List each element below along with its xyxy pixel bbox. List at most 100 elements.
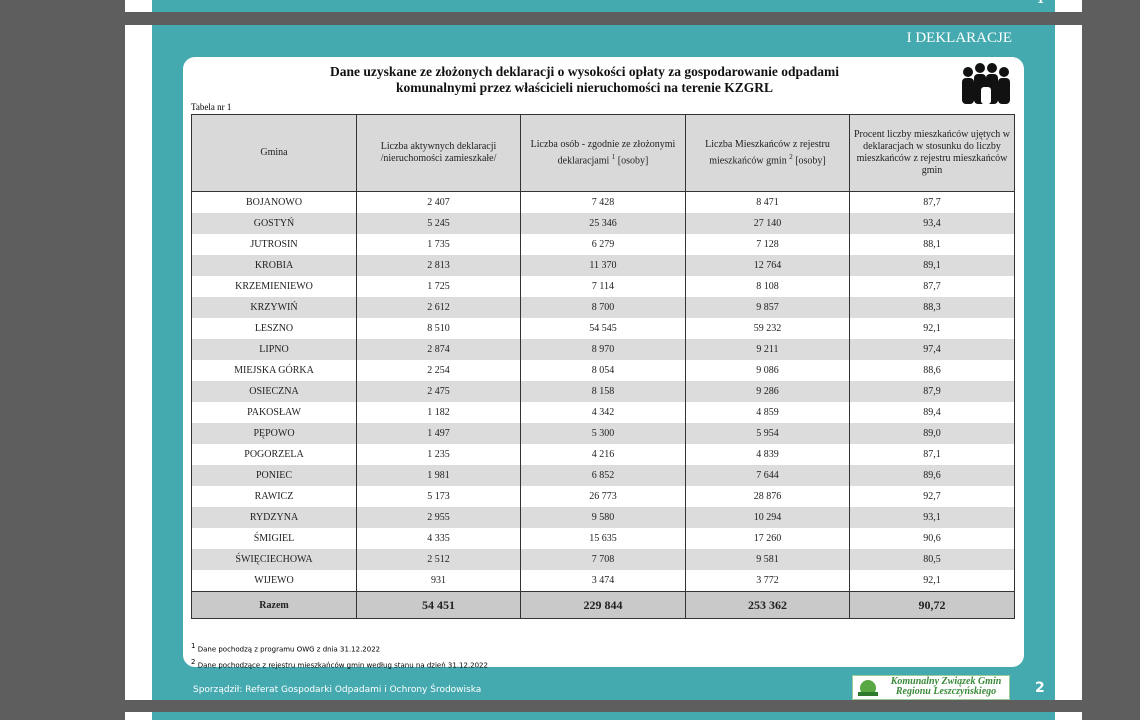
table-cell: 88,1 <box>849 234 1015 255</box>
table-cell: 7 708 <box>520 549 686 570</box>
table-cell: 2 874 <box>356 339 521 360</box>
table-cell: 59 232 <box>685 318 850 339</box>
table-row: PONIEC 1 981 6 852 7 644 89,6 <box>191 465 1015 486</box>
table-cell: 4 839 <box>685 444 850 465</box>
table-cell: WIJEWO <box>191 570 357 592</box>
table-cell: LIPNO <box>191 339 357 360</box>
total-cell: 90,72 <box>849 591 1015 619</box>
table-cell: 12 764 <box>685 255 850 276</box>
table-row: ŚWIĘCIECHOWA 2 512 7 708 9 581 80,5 <box>191 549 1015 570</box>
table-cell: 93,4 <box>849 213 1015 234</box>
table-row: RYDZYNA 2 955 9 580 10 294 93,1 <box>191 507 1015 528</box>
table-cell: 2 813 <box>356 255 521 276</box>
table-cell: 25 346 <box>520 213 686 234</box>
table-cell: 7 128 <box>685 234 850 255</box>
table-cell: 92,1 <box>849 570 1015 592</box>
table-cell: 3 474 <box>520 570 686 592</box>
table-cell: 11 370 <box>520 255 686 276</box>
table-cell: 88,3 <box>849 297 1015 318</box>
table-cell: 1 182 <box>356 402 521 423</box>
table-cell: 5 954 <box>685 423 850 444</box>
header-row: Gmina Liczba aktywnych deklaracji /nieruc… <box>191 114 1015 192</box>
table-cell: ŚWIĘCIECHOWA <box>191 549 357 570</box>
header-cell: Liczba Mieszkańców z rejestru mieszkańcó… <box>685 114 850 192</box>
table-cell: 2 475 <box>356 381 521 402</box>
header-text: Liczba aktywnych deklaracji /nieruchomoś… <box>380 141 497 164</box>
people-icon <box>962 63 1010 104</box>
page-number: 2 <box>1035 680 1045 696</box>
table-cell: 931 <box>356 570 521 592</box>
logo: Komunalny Związek Gmin Regionu Leszczyńsk… <box>852 675 1010 700</box>
table-cell: 7 114 <box>520 276 686 297</box>
doc-title: Dane uzyskane ze złożonych deklaracji o … <box>183 64 986 96</box>
total-cell: 253 362 <box>685 591 850 619</box>
teal-band <box>152 712 1055 720</box>
table-cell: 3 772 <box>685 570 850 592</box>
footnotes: 1 Dane pochodzą z programu OWG z dnia 31… <box>191 640 488 673</box>
logo-line: Regionu Leszczyńskiego <box>895 686 997 697</box>
table-row: KROBIA 2 813 11 370 12 764 89,1 <box>191 255 1015 276</box>
table-cell: 1 235 <box>356 444 521 465</box>
table-cell: 1 735 <box>356 234 521 255</box>
table-cell: POGORZELA <box>191 444 357 465</box>
table-cell: 8 700 <box>520 297 686 318</box>
table-cell: 9 581 <box>685 549 850 570</box>
header-cell: Procent liczby mieszkańców ujętych w dek… <box>849 114 1015 192</box>
table-row: PĘPOWO 1 497 5 300 5 954 89,0 <box>191 423 1015 444</box>
table-cell: 90,6 <box>849 528 1015 549</box>
logo-icon <box>858 680 878 696</box>
footnote-ref: 2 <box>789 152 793 161</box>
table-row: LESZNO 8 510 54 545 59 232 92,1 <box>191 318 1015 339</box>
footnote-mark: 1 <box>191 642 196 650</box>
table-cell: 87,7 <box>849 276 1015 297</box>
table-cell: 9 086 <box>685 360 850 381</box>
prepared-by: Sporządził: Referat Gospodarki Odpadami … <box>193 685 482 695</box>
header-cell: Liczba aktywnych deklaracji /nieruchomoś… <box>356 114 521 192</box>
table-cell: 5 173 <box>356 486 521 507</box>
table-cell: 8 970 <box>520 339 686 360</box>
table-row: WIJEWO 931 3 474 3 772 92,1 <box>191 570 1015 592</box>
table-row: KRZYWIŃ 2 612 8 700 9 857 88,3 <box>191 297 1015 318</box>
table-label: Tabela nr 1 <box>191 102 232 112</box>
table-cell: 7 428 <box>520 191 686 213</box>
table-cell: 17 260 <box>685 528 850 549</box>
table-cell: GOSTYŃ <box>191 213 357 234</box>
table-cell: 7 644 <box>685 465 850 486</box>
table-cell: 4 216 <box>520 444 686 465</box>
table-cell: 27 140 <box>685 213 850 234</box>
table-row: JUTROSIN 1 735 6 279 7 128 88,1 <box>191 234 1015 255</box>
table-cell: 2 512 <box>356 549 521 570</box>
next-page <box>125 712 1082 720</box>
header-text: Liczba Mieszkańców z rejestru mieszkańcó… <box>705 138 830 167</box>
title-line: komunalnymi przez właścicieli nieruchomo… <box>396 80 773 95</box>
table-row: LIPNO 2 874 8 970 9 211 97,4 <box>191 339 1015 360</box>
table-cell: 92,1 <box>849 318 1015 339</box>
table-cell: 2 254 <box>356 360 521 381</box>
table-cell: 2 407 <box>356 191 521 213</box>
header-text: Liczba osób - zgodnie ze złożonymi dekla… <box>530 138 676 167</box>
prev-page: 1 <box>125 0 1082 12</box>
table-cell: 2 955 <box>356 507 521 528</box>
table-cell: 9 857 <box>685 297 850 318</box>
table-cell: 89,6 <box>849 465 1015 486</box>
teal-band <box>152 0 1055 12</box>
table-row: OSIECZNA 2 475 8 158 9 286 87,9 <box>191 381 1015 402</box>
header-unit: [osoby] <box>617 155 649 167</box>
table-cell: 4 342 <box>520 402 686 423</box>
table-cell: 8 158 <box>520 381 686 402</box>
header-unit: [osoby] <box>795 155 826 167</box>
table-cell: 87,9 <box>849 381 1015 402</box>
footnote-mark: 2 <box>191 658 196 667</box>
table-cell: 54 545 <box>520 318 686 339</box>
table-cell: 87,1 <box>849 444 1015 465</box>
table-cell: 5 245 <box>356 213 521 234</box>
table-cell: 6 279 <box>520 234 686 255</box>
table-cell: 10 294 <box>685 507 850 528</box>
header-cell: Gmina <box>191 114 357 192</box>
table-cell: PĘPOWO <box>191 423 357 444</box>
table-row: BOJANOWO 2 407 7 428 8 471 87,7 <box>191 191 1015 213</box>
table-cell: 15 635 <box>520 528 686 549</box>
table-row: ŚMIGIEL 4 335 15 635 17 260 90,6 <box>191 528 1015 549</box>
header-text: Gmina <box>260 147 288 158</box>
